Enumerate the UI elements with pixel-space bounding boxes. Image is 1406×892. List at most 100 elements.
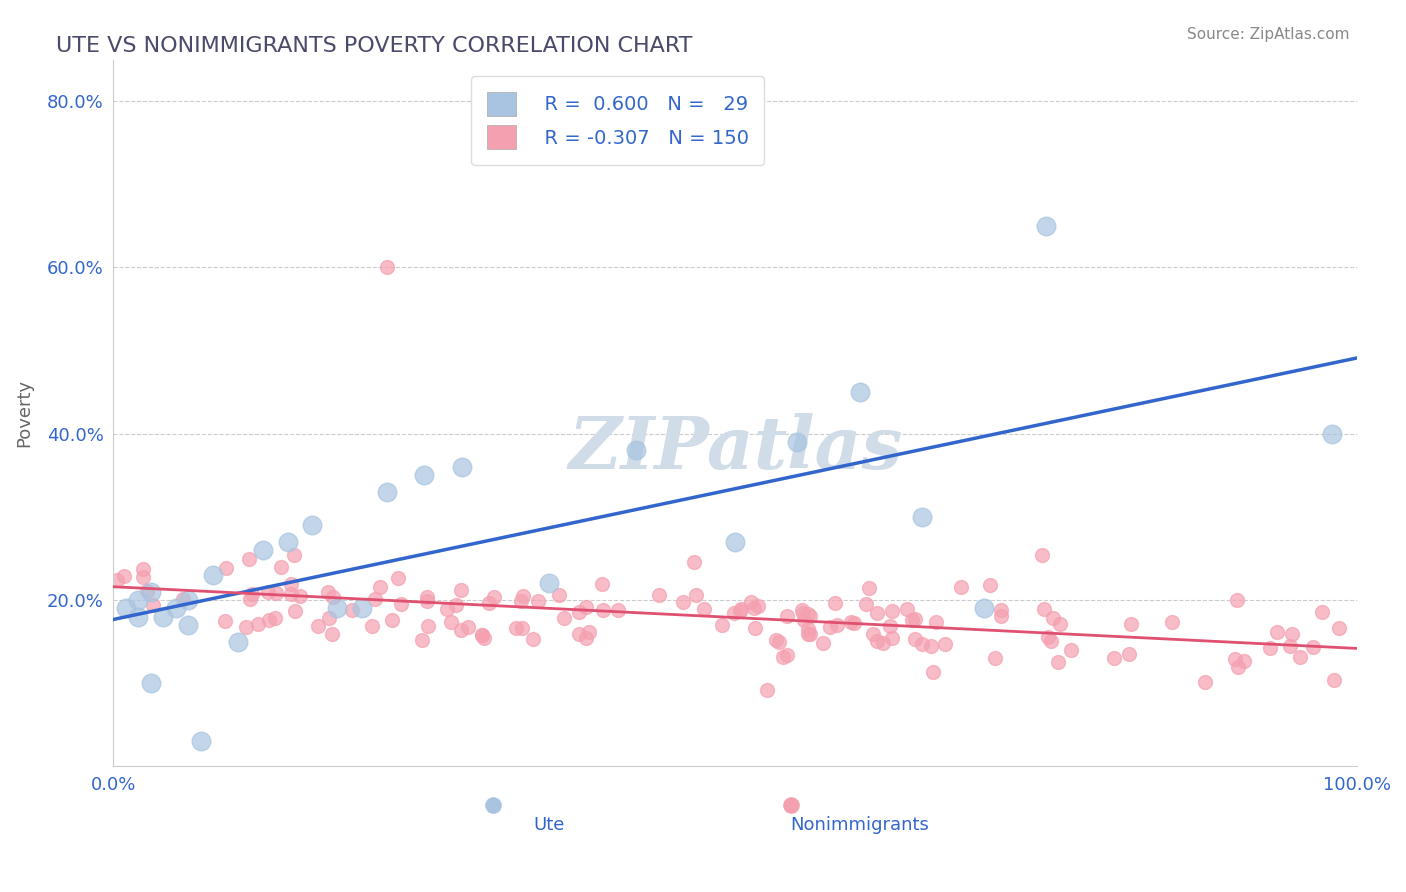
Point bbox=[257, 584, 280, 599]
Point bbox=[471, 627, 494, 641]
Point bbox=[387, 571, 409, 585]
Point bbox=[368, 580, 391, 594]
Point bbox=[1036, 630, 1059, 644]
Point bbox=[768, 635, 790, 649]
Text: ZIPatlas: ZIPatlas bbox=[568, 413, 903, 483]
Point bbox=[280, 576, 302, 591]
Point bbox=[1223, 652, 1246, 666]
Point bbox=[478, 596, 501, 610]
Text: Ute: Ute bbox=[533, 816, 564, 834]
Point bbox=[1329, 621, 1351, 635]
Point bbox=[904, 612, 927, 626]
Point bbox=[797, 622, 820, 636]
Point bbox=[591, 577, 613, 591]
Point bbox=[990, 602, 1012, 616]
Point bbox=[112, 568, 135, 582]
Point bbox=[1302, 640, 1324, 654]
Point bbox=[284, 604, 307, 618]
Point bbox=[825, 618, 848, 632]
Point bbox=[136, 584, 159, 599]
Point bbox=[1119, 616, 1142, 631]
Point bbox=[724, 534, 747, 549]
Point bbox=[375, 260, 398, 275]
Point bbox=[363, 592, 385, 607]
Point bbox=[776, 608, 799, 623]
Point bbox=[318, 585, 340, 599]
Point bbox=[522, 632, 544, 646]
Point bbox=[352, 601, 374, 615]
Point bbox=[872, 636, 894, 650]
Point bbox=[270, 560, 292, 574]
Y-axis label: Poverty: Poverty bbox=[15, 379, 32, 447]
Point bbox=[1265, 625, 1288, 640]
Point bbox=[505, 621, 527, 635]
Point bbox=[307, 619, 329, 633]
Point bbox=[592, 603, 614, 617]
Point bbox=[139, 584, 162, 599]
Point bbox=[950, 580, 973, 594]
Point bbox=[1233, 654, 1256, 668]
Point bbox=[439, 615, 461, 629]
Point bbox=[283, 548, 305, 562]
Point bbox=[127, 609, 149, 624]
Point bbox=[744, 621, 766, 635]
Point bbox=[537, 576, 560, 591]
Point bbox=[1194, 674, 1216, 689]
Point bbox=[793, 613, 815, 627]
Point bbox=[131, 570, 153, 584]
Point bbox=[624, 443, 647, 458]
Point bbox=[389, 597, 412, 611]
Point bbox=[415, 594, 437, 608]
Point bbox=[1310, 605, 1333, 619]
Point bbox=[818, 620, 841, 634]
Point bbox=[413, 468, 436, 483]
Point bbox=[1035, 219, 1057, 233]
Point bbox=[1226, 592, 1249, 607]
Point bbox=[326, 601, 349, 615]
Point bbox=[318, 611, 340, 625]
Point bbox=[301, 518, 323, 533]
Point bbox=[375, 485, 398, 500]
Point bbox=[172, 592, 194, 607]
Point bbox=[411, 632, 433, 647]
Point bbox=[776, 648, 799, 662]
Point bbox=[866, 606, 889, 620]
Point bbox=[288, 589, 311, 603]
Point bbox=[575, 631, 598, 645]
Point bbox=[115, 601, 138, 615]
Point bbox=[685, 588, 707, 602]
Text: UTE VS NONIMMIGRANTS POVERTY CORRELATION CHART: UTE VS NONIMMIGRANTS POVERTY CORRELATION… bbox=[56, 36, 693, 55]
Point bbox=[1279, 639, 1302, 653]
Point bbox=[190, 734, 212, 748]
Point bbox=[839, 615, 862, 629]
Point bbox=[450, 624, 472, 638]
Point bbox=[1049, 617, 1071, 632]
Point bbox=[1046, 655, 1069, 669]
Point bbox=[911, 637, 934, 651]
Point bbox=[1226, 659, 1249, 673]
Point bbox=[858, 581, 880, 595]
Point bbox=[280, 587, 302, 601]
Point bbox=[277, 534, 299, 549]
Point bbox=[177, 618, 200, 632]
Point bbox=[692, 601, 714, 615]
Point bbox=[484, 590, 506, 604]
Point bbox=[922, 665, 945, 680]
Point bbox=[710, 618, 733, 632]
Point bbox=[1323, 673, 1346, 688]
Point bbox=[553, 611, 575, 625]
Point bbox=[457, 620, 479, 634]
Point bbox=[235, 620, 257, 634]
Point bbox=[1031, 548, 1053, 562]
Point bbox=[512, 589, 534, 603]
Point bbox=[436, 602, 458, 616]
Point bbox=[740, 595, 762, 609]
Text: Nonimmigrants: Nonimmigrants bbox=[790, 816, 929, 834]
Point bbox=[1059, 643, 1081, 657]
Point bbox=[238, 552, 260, 566]
Point bbox=[201, 568, 224, 582]
Point bbox=[934, 637, 956, 651]
Point bbox=[866, 634, 889, 648]
Point bbox=[723, 606, 745, 620]
Point bbox=[509, 594, 531, 608]
